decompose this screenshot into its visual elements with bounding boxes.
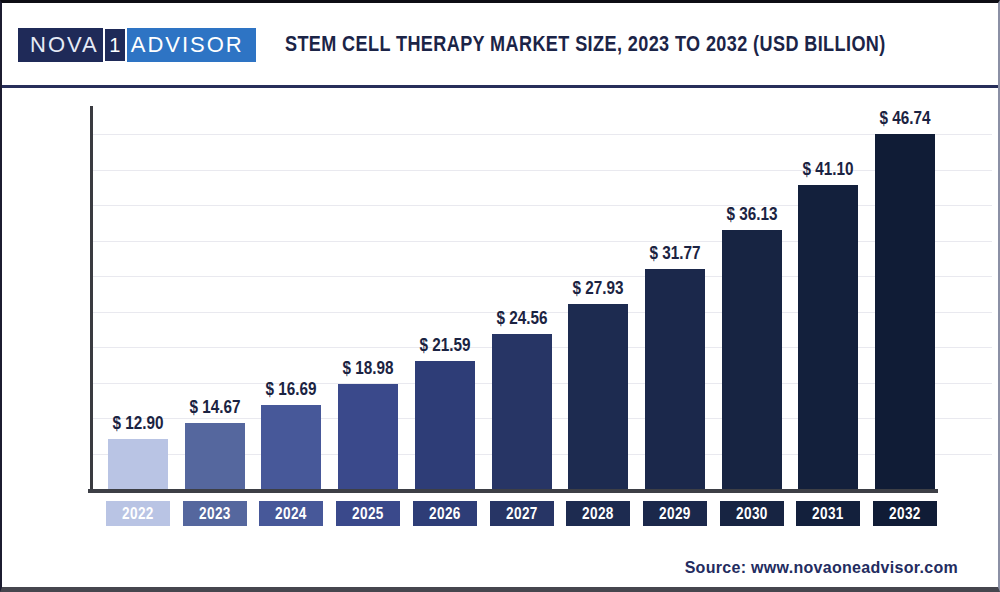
value-label-2026: $ 21.59 bbox=[419, 335, 470, 356]
value-label-2027: $ 24.56 bbox=[496, 308, 547, 329]
x-axis-line bbox=[88, 489, 938, 493]
value-label-2028: $ 27.93 bbox=[572, 278, 623, 299]
bar-2027 bbox=[492, 334, 552, 489]
year-label-2029: 2029 bbox=[643, 501, 707, 526]
logo-one-badge: 1 bbox=[103, 27, 127, 63]
value-label-2025: $ 18.98 bbox=[342, 358, 393, 379]
source-text: Source: www.novaoneadvisor.com bbox=[685, 559, 958, 577]
year-label-text: 2022 bbox=[122, 504, 154, 524]
value-label-2032: $ 46.74 bbox=[879, 108, 930, 129]
year-label-text: 2027 bbox=[506, 504, 538, 524]
year-label-2026: 2026 bbox=[413, 501, 477, 526]
header: NOVA 1 ADVISOR STEM CELL THERAPY MARKET … bbox=[2, 3, 998, 88]
bar-chart: $ 12.90 $ 14.67 $ 16.69 $ 18.98 $ 21.59 $ 24.… bbox=[2, 88, 998, 548]
year-label-2032: 2032 bbox=[873, 501, 937, 526]
gridline bbox=[92, 170, 992, 171]
bar-2024 bbox=[261, 405, 321, 489]
chart-title-text: STEM CELL THERAPY MARKET SIZE, 2023 TO 2… bbox=[285, 31, 886, 57]
bar-2030 bbox=[722, 230, 782, 489]
bar-2026 bbox=[415, 361, 475, 489]
year-label-2030: 2030 bbox=[720, 501, 784, 526]
year-label-2028: 2028 bbox=[566, 501, 630, 526]
year-label-2027: 2027 bbox=[490, 501, 554, 526]
year-label-2023: 2023 bbox=[183, 501, 247, 526]
year-label-text: 2032 bbox=[889, 504, 921, 524]
year-label-text: 2026 bbox=[429, 504, 461, 524]
year-label-2025: 2025 bbox=[336, 501, 400, 526]
value-label-2022: $ 12.90 bbox=[112, 413, 163, 434]
gridline bbox=[92, 134, 992, 135]
value-label-2030: $ 36.13 bbox=[726, 204, 777, 225]
logo-nova-segment: NOVA bbox=[18, 28, 103, 62]
year-label-text: 2023 bbox=[199, 504, 231, 524]
year-label-text: 2024 bbox=[275, 504, 307, 524]
year-label-text: 2031 bbox=[812, 504, 844, 524]
infographic-page: NOVA 1 ADVISOR STEM CELL THERAPY MARKET … bbox=[0, 0, 1000, 592]
year-label-2022: 2022 bbox=[106, 501, 170, 526]
value-label-2031: $ 41.10 bbox=[802, 159, 853, 180]
value-label-2023: $ 14.67 bbox=[189, 397, 240, 418]
year-label-text: 2028 bbox=[582, 504, 614, 524]
value-label-2024: $ 16.69 bbox=[265, 379, 316, 400]
bar-2029 bbox=[645, 269, 705, 489]
bar-2022 bbox=[108, 439, 168, 489]
year-label-2024: 2024 bbox=[259, 501, 323, 526]
year-label-text: 2030 bbox=[736, 504, 768, 524]
year-label-text: 2029 bbox=[659, 504, 691, 524]
y-axis-line bbox=[90, 106, 93, 493]
value-label-2029: $ 31.77 bbox=[649, 243, 700, 264]
bar-2032 bbox=[875, 134, 935, 489]
chart-title: STEM CELL THERAPY MARKET SIZE, 2023 TO 2… bbox=[202, 3, 968, 85]
bar-2025 bbox=[338, 384, 398, 489]
bar-2031 bbox=[798, 185, 858, 489]
bar-2023 bbox=[185, 423, 245, 489]
year-label-text: 2025 bbox=[352, 504, 384, 524]
year-label-2031: 2031 bbox=[796, 501, 860, 526]
bar-2028 bbox=[568, 304, 628, 489]
